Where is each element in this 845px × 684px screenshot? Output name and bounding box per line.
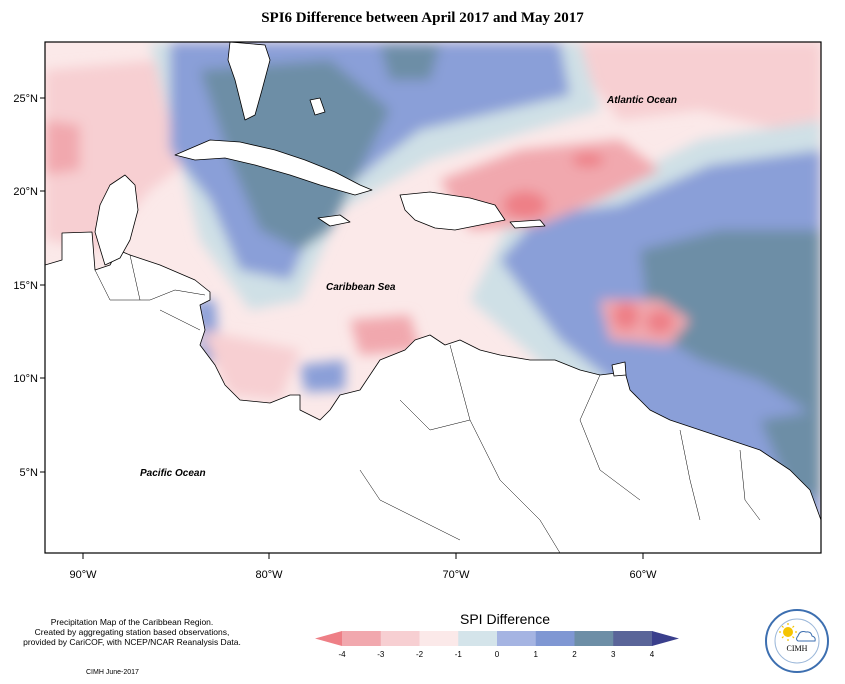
legend-tick-label: -3 (377, 650, 385, 659)
land (45, 42, 821, 553)
wet-region-panama (300, 360, 345, 392)
land-andros (309, 97, 326, 116)
latitude-axis (40, 97, 45, 473)
credit-line: Precipitation Map of the Caribbean Regio… (50, 617, 214, 627)
legend-swatch (342, 631, 382, 646)
pacific-ocean-label: Pacific Ocean (140, 468, 206, 479)
legend-swatch (380, 631, 420, 646)
legend-tick-label: 1 (534, 650, 539, 659)
land-puerto-rico (509, 219, 546, 229)
issue-date: CIMH June-2017 (86, 669, 139, 676)
land-trinidad (611, 361, 627, 377)
legend-swatch (419, 631, 459, 646)
atlantic-ocean-label: Atlantic Ocean (606, 95, 677, 106)
dry-strong-spot-north (572, 153, 604, 167)
land-central-america (45, 231, 821, 553)
country-borders (94, 254, 761, 553)
dry-region-nw (45, 120, 80, 175)
lon-label-70: 70°W (442, 569, 470, 581)
logo-text: CIMH (787, 644, 808, 653)
legend-tick-label: 0 (495, 650, 500, 659)
legend-tick-label: 4 (650, 650, 655, 659)
lat-label-20: 20°N (13, 186, 38, 198)
legend-tick-label: -2 (416, 650, 424, 659)
spi-field (45, 42, 821, 553)
map-title: SPI6 Difference between April 2017 and M… (261, 10, 584, 26)
dry-strong-spot-barbados (646, 310, 674, 334)
legend-title: SPI Difference (460, 611, 551, 627)
legend-tick-label: 2 (572, 650, 577, 659)
sun-cloud-logo-icon: CIMH (765, 609, 829, 673)
lon-label-90: 90°W (69, 569, 97, 581)
wet-strong-region-north (380, 45, 440, 80)
dry-strong-spot-puerto-rico (503, 191, 547, 219)
credit-block: Precipitation Map of the Caribbean Regio… (22, 617, 242, 647)
legend-swatch (458, 631, 498, 646)
lat-label-25: 25°N (13, 93, 38, 105)
longitude-axis (82, 553, 644, 559)
lon-label-60: 60°W (629, 569, 657, 581)
wet-strong-region-east (640, 230, 821, 420)
legend-swatch (535, 631, 575, 646)
dry-strong-spot-st-lucia (613, 302, 639, 330)
legend-swatch (613, 631, 653, 646)
caribbean-sea-label: Caribbean Sea (326, 282, 396, 293)
map-frame (44, 41, 822, 554)
land-cuba (174, 139, 373, 196)
lat-label-15: 15°N (13, 280, 38, 292)
legend-swatch (497, 631, 537, 646)
land-hispaniola (399, 191, 506, 231)
dry-light-region-east (560, 42, 821, 140)
credit-line: provided by CariCOF, with NCEP/NCAR Rean… (23, 637, 241, 647)
lat-label-5: 5°N (20, 467, 39, 479)
legend-arrow-low (315, 631, 342, 646)
lon-label-80: 80°W (255, 569, 283, 581)
credit-line: Created by aggregating station based obs… (34, 627, 230, 637)
legend-swatch (574, 631, 614, 646)
land-florida (227, 42, 271, 121)
legend-colorbar: -4 -3 -2 -1 0 1 2 3 4 (315, 631, 679, 659)
land-yucatan (94, 174, 139, 266)
legend-tick-label: -4 (338, 650, 346, 659)
land-jamaica (317, 214, 351, 227)
legend-arrow-high (652, 631, 679, 646)
legend-tick-label: 3 (611, 650, 616, 659)
wet-strong-region-southeast (760, 410, 821, 500)
dry-light-region-pacific (200, 330, 300, 400)
lat-label-10: 10°N (13, 373, 38, 385)
legend-tick-label: -1 (455, 650, 463, 659)
dry-region-colombia (350, 315, 420, 355)
